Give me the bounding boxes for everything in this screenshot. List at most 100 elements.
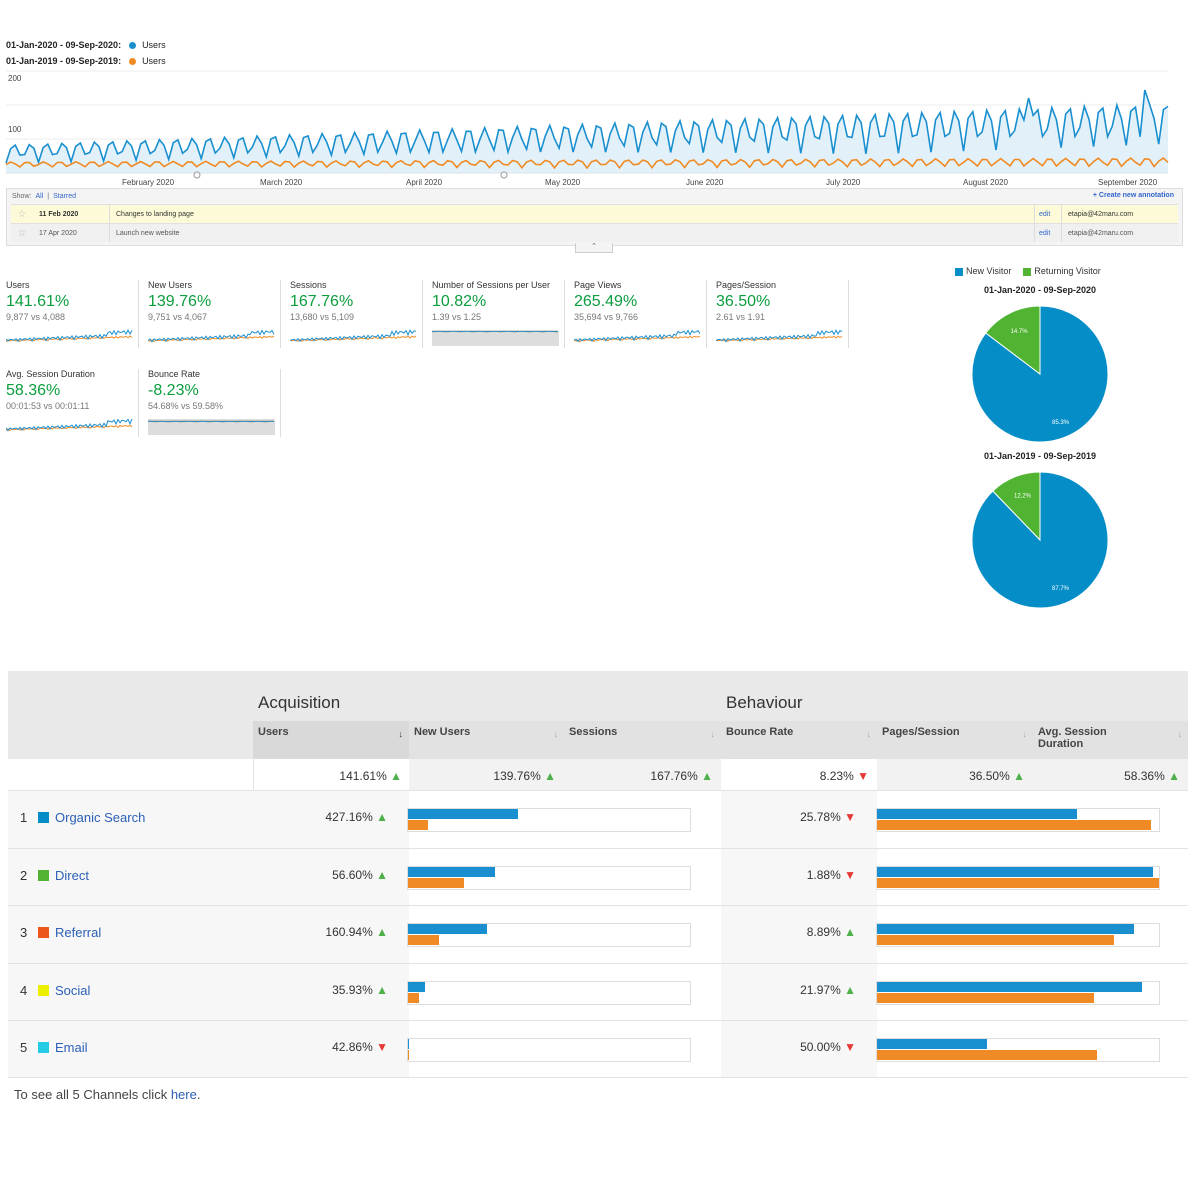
col-avg-duration-label: Avg. Session Duration bbox=[1038, 726, 1107, 750]
metric-card[interactable]: Bounce Rate -8.23% 54.68% vs 59.58% bbox=[148, 369, 281, 437]
row-users-cell bbox=[253, 906, 409, 963]
row-bounce-cell bbox=[721, 1021, 877, 1078]
down-arrow-icon: ▼ bbox=[376, 1040, 388, 1054]
current-bar bbox=[408, 924, 487, 934]
metric-compare: 2.61 vs 1.91 bbox=[716, 312, 766, 322]
month-label: March 2020 bbox=[260, 178, 303, 187]
metric-value: 265.49% bbox=[574, 293, 638, 310]
pie-legend: New Visitor Returning Visitor bbox=[955, 266, 1101, 276]
month-label: April 2020 bbox=[406, 178, 443, 187]
previous-bar bbox=[877, 877, 1159, 888]
col-pages-session[interactable]: Pages/Session ↓ bbox=[877, 721, 1033, 759]
col-avg-duration[interactable]: Avg. Session Duration ↓ bbox=[1033, 721, 1188, 759]
annotation-edit-link[interactable]: edit bbox=[1034, 205, 1061, 223]
metric-value: 141.61% bbox=[6, 293, 70, 310]
metric-card[interactable]: Number of Sessions per User 10.82% 1.39 vs… bbox=[432, 280, 565, 348]
current-bar bbox=[877, 866, 1153, 877]
y-tick-200: 200 bbox=[8, 74, 22, 83]
table-row[interactable]: 2 Direct 56.60% ▲ 1.88% ▼ bbox=[8, 847, 1188, 906]
row-users-value: 427.16% ▲ bbox=[325, 810, 388, 824]
month-label: June 2020 bbox=[686, 178, 724, 187]
metric-label: Number of Sessions per User bbox=[432, 280, 551, 290]
acquisition-bar-box bbox=[407, 808, 691, 832]
channel-link[interactable]: Direct bbox=[55, 867, 89, 883]
previous-bar bbox=[877, 820, 1151, 830]
channel-link[interactable]: Social bbox=[55, 982, 91, 998]
total-avg-duration: 58.36% ▲ bbox=[1124, 769, 1180, 783]
table-row[interactable]: 4 Social 35.93% ▲ 21.97% ▲ bbox=[8, 962, 1188, 1021]
collapse-annotations-toggle[interactable]: ⌃ bbox=[575, 243, 613, 253]
down-arrow-icon: ▼ bbox=[844, 1040, 856, 1054]
sparkline bbox=[148, 419, 275, 435]
metric-card[interactable]: Users 141.61% 9,877 vs 4,088 bbox=[6, 280, 139, 348]
annotation-marker-2[interactable] bbox=[500, 171, 508, 179]
col-pages-session-label: Pages/Session bbox=[882, 726, 960, 738]
pie-label-returning: 14.7% bbox=[1011, 329, 1029, 335]
row-bounce-cell bbox=[721, 963, 877, 1021]
sort-icon[interactable]: ↓ bbox=[1022, 729, 1028, 739]
annotation-row[interactable]: ☆ 11 Feb 2020 Changes to landing page ed… bbox=[11, 204, 1178, 223]
channel-link[interactable]: Referral bbox=[55, 925, 102, 940]
total-users: 141.61% ▲ bbox=[339, 769, 402, 783]
footer-here-link[interactable]: here bbox=[170, 1087, 197, 1102]
timeline-chart[interactable]: 200 100 February 2020 March 2020 April 2… bbox=[0, 68, 1188, 190]
star-icon[interactable]: ☆ bbox=[17, 227, 27, 239]
filter-all-link[interactable]: All bbox=[35, 192, 44, 200]
sort-icon[interactable]: ↓ bbox=[710, 729, 716, 739]
footer-end: . bbox=[196, 1087, 201, 1102]
metric-label: Sessions bbox=[290, 280, 327, 290]
col-new-users[interactable]: New Users ↓ bbox=[409, 721, 564, 759]
previous-series-line bbox=[5, 156, 1169, 170]
table-row[interactable]: 3 Referral 160.94% ▲ 8.89% ▲ bbox=[8, 905, 1188, 963]
col-bounce-rate[interactable]: Bounce Rate ↓ bbox=[721, 721, 877, 759]
month-label: May 2020 bbox=[545, 178, 581, 187]
channel-link[interactable]: Email bbox=[55, 1040, 88, 1055]
annotations-panel: Show: All | Starred + Create new annotat… bbox=[6, 188, 1183, 246]
col-users[interactable]: Users ↓ bbox=[253, 721, 409, 759]
col-new-users-label: New Users bbox=[414, 726, 471, 738]
pie-chart-previous[interactable]: 12.2% 87.7% bbox=[970, 470, 1110, 610]
annotation-email: etapia@42maru.com bbox=[1061, 205, 1178, 223]
up-arrow-icon: ▲ bbox=[844, 925, 856, 939]
star-icon[interactable]: ☆ bbox=[17, 208, 27, 220]
legend-current-dot bbox=[129, 41, 137, 49]
annotation-marker-1[interactable] bbox=[193, 171, 201, 179]
sparkline bbox=[6, 328, 133, 343]
sparkline-area bbox=[432, 332, 559, 346]
col-sessions-label: Sessions bbox=[569, 726, 618, 738]
row-label: 3 Referral bbox=[20, 925, 101, 940]
pie-chart-current[interactable]: 14.7% 85.3% bbox=[970, 304, 1110, 444]
sort-icon[interactable]: ↓ bbox=[1177, 729, 1183, 739]
metric-card[interactable]: Avg. Session Duration 58.36% 00:01:53 vs 0… bbox=[6, 369, 139, 437]
total-sessions-cell: 167.76% ▲ bbox=[564, 759, 721, 790]
current-bar bbox=[877, 809, 1077, 819]
table-row[interactable]: 5 Email 42.86% ▼ 50.00% ▼ bbox=[8, 1020, 1188, 1078]
sort-icon[interactable]: ↓ bbox=[866, 729, 872, 739]
current-bar bbox=[408, 866, 495, 877]
metric-compare: 9,877 vs 4,088 bbox=[6, 312, 66, 322]
acquisition-bar-box bbox=[407, 865, 691, 890]
annotations-filter: Show: All | Starred bbox=[7, 189, 1182, 203]
sort-icon[interactable]: ↓ bbox=[553, 729, 559, 739]
previous-bar bbox=[408, 820, 428, 830]
behaviour-bar-box bbox=[876, 865, 1160, 890]
filter-starred-link[interactable]: Starred bbox=[53, 192, 77, 200]
up-arrow-icon: ▲ bbox=[376, 982, 388, 997]
metric-card[interactable]: Sessions 167.76% 13,680 vs 5,109 bbox=[290, 280, 423, 348]
metric-card[interactable]: New Users 139.76% 9,751 vs 4,067 bbox=[148, 280, 281, 348]
row-number: 4 bbox=[20, 982, 28, 998]
previous-bar bbox=[877, 992, 1094, 1003]
create-annotation-link[interactable]: + Create new annotation bbox=[1092, 192, 1174, 199]
metric-card[interactable]: Page Views 265.49% 35,694 vs 9,766 bbox=[574, 280, 707, 348]
col-sessions[interactable]: Sessions ↓ bbox=[564, 721, 721, 759]
metric-card[interactable]: Pages/Session 36.50% 2.61 vs 1.91 bbox=[716, 280, 849, 348]
pie-slice-returning-visitor bbox=[992, 471, 1041, 542]
metric-label: Avg. Session Duration bbox=[6, 369, 95, 379]
channel-link[interactable]: Organic Search bbox=[55, 810, 146, 825]
annotation-edit-link[interactable]: edit bbox=[1034, 224, 1061, 242]
sort-desc-icon[interactable]: ↓ bbox=[398, 729, 404, 739]
annotation-row[interactable]: ☆ 17 Apr 2020 Launch new website edit et… bbox=[11, 223, 1178, 242]
channels-table: Acquisition Behaviour Users ↓ New Users … bbox=[8, 671, 1188, 1078]
current-bar bbox=[408, 809, 518, 819]
table-row[interactable]: 1 Organic Search 427.16% ▲ 25.78% ▼ bbox=[8, 790, 1188, 848]
